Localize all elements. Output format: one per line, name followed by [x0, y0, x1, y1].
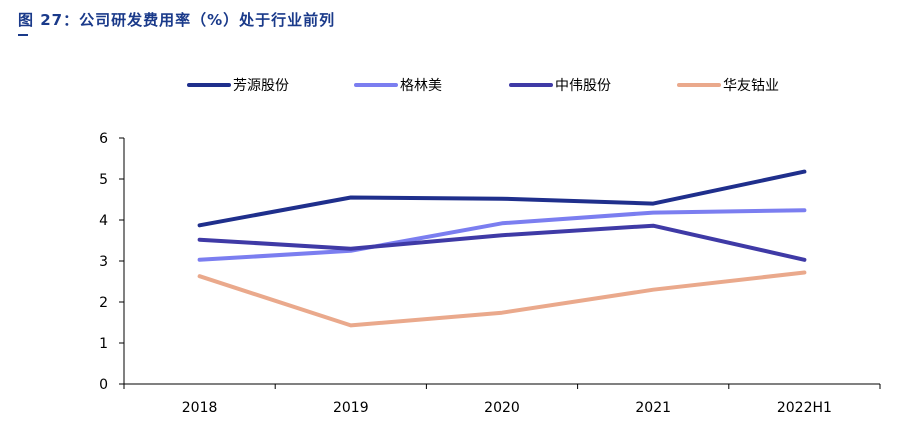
x-tick-label: 2021 [635, 400, 671, 416]
legend-label-2: 格林美 [400, 78, 442, 94]
y-tick-label: 1 [99, 336, 108, 352]
x-tick-label: 2019 [333, 400, 369, 416]
chart-series [197, 169, 807, 328]
y-tick-label: 6 [99, 131, 108, 147]
series-line-3 [197, 223, 807, 262]
y-tick-label: 0 [99, 377, 108, 393]
y-tick-label: 3 [99, 254, 108, 270]
series-line-4 [197, 270, 807, 328]
figure-title: 图 27：公司研发费用率（%）处于行业前列 [18, 11, 336, 29]
x-tick-label: 2022H1 [777, 400, 832, 416]
legend-label-3: 中伟股份 [555, 78, 611, 94]
legend-label-1: 芳源股份 [233, 77, 289, 94]
x-tick-label: 2018 [182, 400, 218, 416]
x-tick-label: 2020 [484, 400, 520, 416]
series-line-2 [197, 208, 807, 262]
chart-axes: 0 1 2 3 4 5 6 2018 2019 2020 2021 2022H1 [99, 131, 881, 416]
legend-label-4: 华友钴业 [723, 78, 779, 94]
chart-legend: 芳源股份 格林美 中伟股份 华友钴业 [187, 77, 779, 94]
y-tick-label: 5 [99, 172, 108, 188]
y-tick-label: 2 [99, 295, 108, 311]
series-line-1 [197, 169, 807, 228]
y-tick-label: 4 [99, 213, 108, 229]
title-underline [18, 34, 28, 36]
